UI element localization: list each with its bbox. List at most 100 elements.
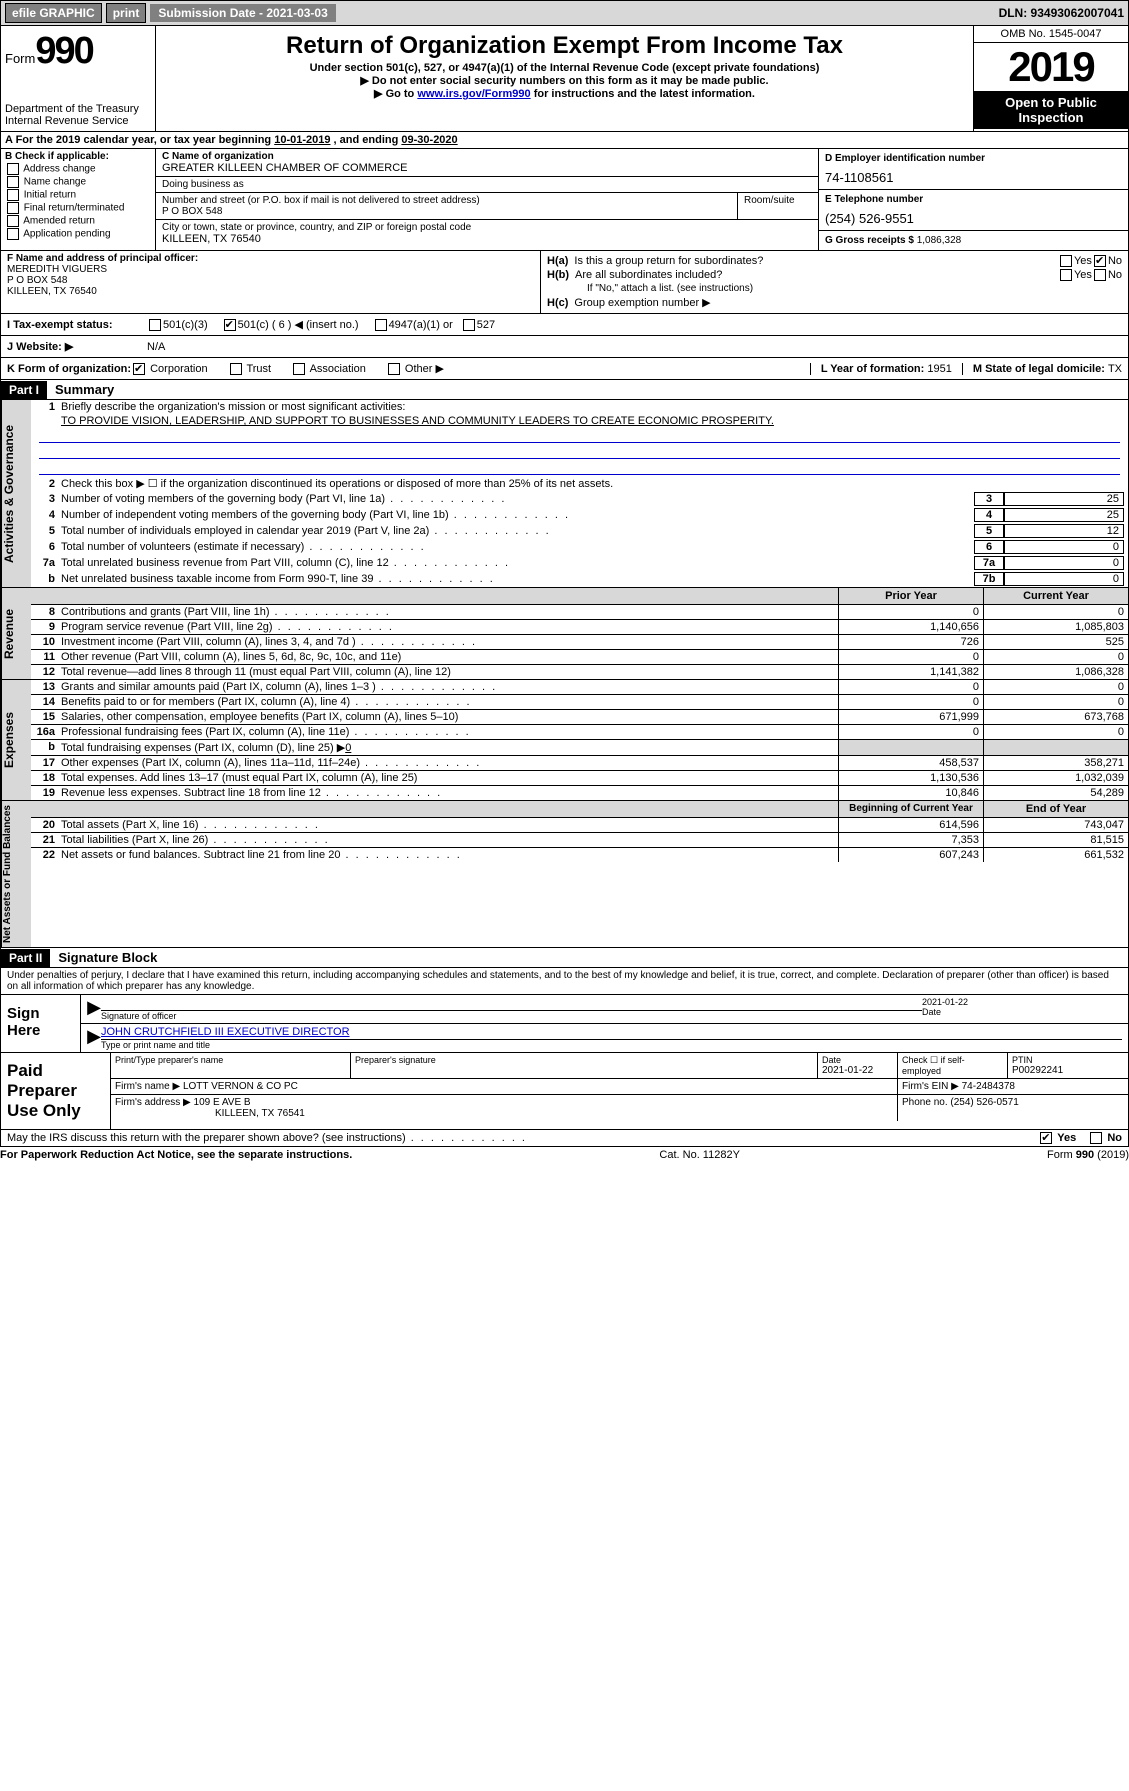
l1-label: Briefly describe the organization's miss… xyxy=(61,401,1124,413)
prep-name-cell: Print/Type preparer's name xyxy=(111,1053,351,1078)
527-check[interactable] xyxy=(463,319,475,331)
l17-curr: 358,271 xyxy=(983,756,1128,770)
l13-curr: 0 xyxy=(983,680,1128,694)
501c-check[interactable] xyxy=(224,319,236,331)
prep-sig-cell[interactable]: Preparer's signature xyxy=(351,1053,818,1078)
prior-year-header: Prior Year xyxy=(838,588,983,604)
city-value: KILLEEN, TX 76540 xyxy=(162,233,812,245)
corp-check[interactable] xyxy=(133,363,145,375)
l11-prior: 0 xyxy=(838,650,983,664)
l22-prior: 607,243 xyxy=(838,848,983,862)
current-year-header: Current Year xyxy=(983,588,1128,604)
yof-value: 1951 xyxy=(927,363,951,375)
l5-num: 5 xyxy=(974,524,1004,538)
l11-text: Other revenue (Part VIII, column (A), li… xyxy=(61,650,838,664)
netassets-tab: Net Assets or Fund Balances xyxy=(1,801,31,947)
amended-check[interactable]: Amended return xyxy=(5,215,151,227)
ty-begin: 10-01-2019 xyxy=(274,134,330,146)
note2-post: for instructions and the latest informat… xyxy=(531,88,755,100)
l1-text: TO PROVIDE VISION, LEADERSHIP, AND SUPPO… xyxy=(61,415,774,427)
pending-check[interactable]: Application pending xyxy=(5,228,151,240)
room-box: Room/suite xyxy=(738,193,818,220)
footer: For Paperwork Reduction Act Notice, see … xyxy=(0,1147,1129,1163)
l7b-val: 0 xyxy=(1004,572,1124,586)
l20-prior: 614,596 xyxy=(838,818,983,832)
form-label: Form xyxy=(5,51,35,66)
ty-mid: , and ending xyxy=(334,134,402,146)
irs-link[interactable]: www.irs.gov/Form990 xyxy=(417,88,530,100)
room-label: Room/suite xyxy=(744,195,812,206)
other-check[interactable] xyxy=(388,363,400,375)
tax-year-row: A For the 2019 calendar year, or tax yea… xyxy=(0,132,1129,149)
501c3-check[interactable] xyxy=(149,319,161,331)
sign-here-label: Sign Here xyxy=(1,995,81,1052)
hb-no-check[interactable] xyxy=(1094,269,1106,281)
gross-box: G Gross receipts $ 1,086,328 xyxy=(819,231,1128,250)
j-label: J Website: ▶ xyxy=(7,340,147,353)
blank-line xyxy=(39,445,1120,459)
l18-prior: 1,130,536 xyxy=(838,771,983,785)
l12-curr: 1,086,328 xyxy=(983,665,1128,679)
a1-label: 4947(a)(1) or xyxy=(389,319,453,331)
sig-label: Signature of officer xyxy=(101,1011,922,1021)
addr-change-check[interactable]: Address change xyxy=(5,163,151,175)
submission-date: Submission Date - 2021-03-03 xyxy=(150,4,335,22)
print-button[interactable]: print xyxy=(106,3,147,23)
l7a-text: Total unrelated business revenue from Pa… xyxy=(61,557,974,569)
l7a-num: 7a xyxy=(974,556,1004,570)
l4-val: 25 xyxy=(1004,508,1124,522)
ha-yes-check[interactable] xyxy=(1060,255,1072,267)
section-klm: K Form of organization: Corporation Trus… xyxy=(0,358,1129,380)
form-subtitle: Under section 501(c), 527, or 4947(a)(1)… xyxy=(160,62,969,74)
ha-label: H(a) xyxy=(547,255,568,267)
4947-check[interactable] xyxy=(375,319,387,331)
name-label: C Name of organization xyxy=(162,151,812,162)
state-value: TX xyxy=(1108,363,1122,375)
hb-yes-check[interactable] xyxy=(1060,269,1072,281)
ein-box: D Employer identification number 74-1108… xyxy=(819,149,1128,190)
l22-curr: 661,532 xyxy=(983,848,1128,862)
part1-header: Part I xyxy=(1,381,47,399)
section-b: B Check if applicable: Address change Na… xyxy=(1,149,156,250)
l16b-text: Total fundraising expenses (Part IX, col… xyxy=(61,740,838,755)
initial-check[interactable]: Initial return xyxy=(5,189,151,201)
dba-box: Doing business as xyxy=(156,177,818,193)
part2-title: Signature Block xyxy=(50,948,165,967)
name-change-check[interactable]: Name change xyxy=(5,176,151,188)
section-f: F Name and address of principal officer:… xyxy=(1,251,541,313)
trust-label: Trust xyxy=(246,363,271,375)
l21-text: Total liabilities (Part X, line 26) xyxy=(61,833,838,847)
ha-no-check[interactable] xyxy=(1094,255,1106,267)
discuss-yes: Yes xyxy=(1057,1132,1076,1144)
discuss-yes-check[interactable] xyxy=(1040,1132,1052,1144)
sig-arrow-icon: ▶ xyxy=(87,997,101,1021)
officer-name-print: JOHN CRUTCHFIELD III EXECUTIVE DIRECTOR … xyxy=(101,1026,1122,1050)
l20-text: Total assets (Part X, line 16) xyxy=(61,818,838,832)
info-grid: B Check if applicable: Address change Na… xyxy=(0,149,1129,251)
trust-check[interactable] xyxy=(230,363,242,375)
corp-label: Corporation xyxy=(150,363,207,375)
org-name-box: C Name of organization GREATER KILLEEN C… xyxy=(156,149,818,177)
officer-signature[interactable]: Signature of officer xyxy=(101,997,922,1021)
ein-label: D Employer identification number xyxy=(825,153,1122,164)
l7a-val: 0 xyxy=(1004,556,1124,570)
section-h: H(a) Is this a group return for subordin… xyxy=(541,251,1128,313)
assoc-check[interactable] xyxy=(293,363,305,375)
l16b-curr xyxy=(983,740,1128,755)
c3-label: 501(c)(3) xyxy=(163,319,208,331)
officer-addr1: P O BOX 548 xyxy=(7,275,534,286)
officer-name-link[interactable]: JOHN CRUTCHFIELD III EXECUTIVE DIRECTOR xyxy=(101,1026,350,1038)
top-bar: efile GRAPHIC print Submission Date - 20… xyxy=(0,0,1129,26)
final-check[interactable]: Final return/terminated xyxy=(5,202,151,214)
l18-curr: 1,032,039 xyxy=(983,771,1128,785)
sig-date: 2021-01-22 Date xyxy=(922,997,1122,1021)
efile-label: efile GRAPHIC xyxy=(5,3,102,23)
name-arrow-icon: ▶ xyxy=(87,1026,101,1050)
l15-curr: 673,768 xyxy=(983,710,1128,724)
ty-end: 09-30-2020 xyxy=(401,134,457,146)
self-employed-cell[interactable]: Check ☐ if self-employed xyxy=(898,1053,1008,1078)
l6-val: 0 xyxy=(1004,540,1124,554)
netassets-section: Net Assets or Fund Balances Beginning of… xyxy=(0,801,1129,948)
l3-val: 25 xyxy=(1004,492,1124,506)
discuss-no-check[interactable] xyxy=(1090,1132,1102,1144)
